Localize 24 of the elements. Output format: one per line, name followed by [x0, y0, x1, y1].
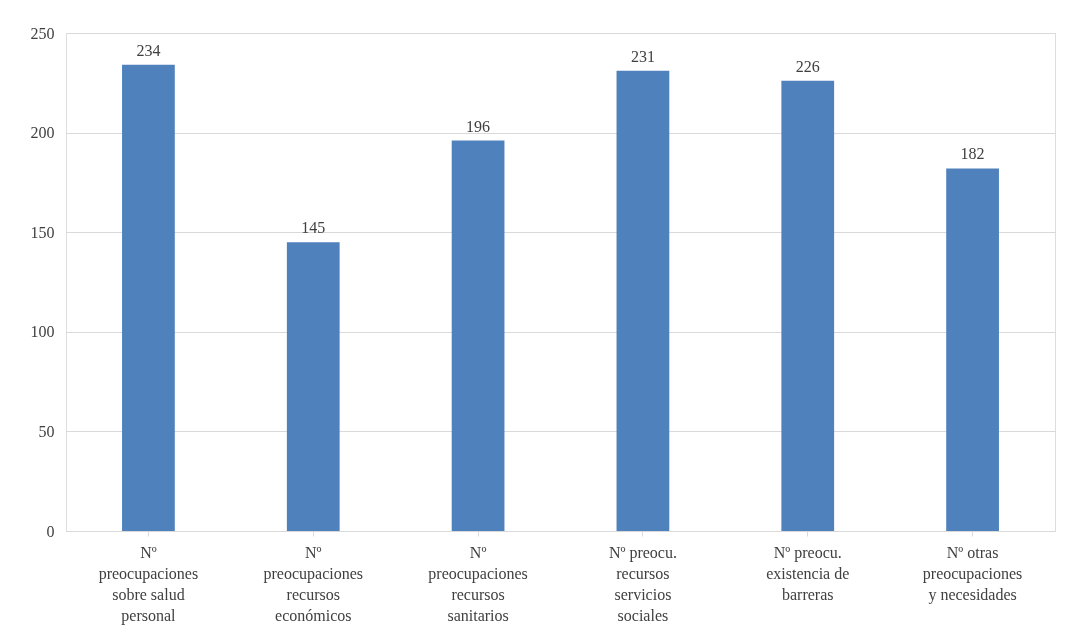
- x-tick-label: Nº preocu. recursos servicios sociales: [608, 543, 677, 624]
- y-tick-label: 250: [30, 24, 55, 42]
- bar: [451, 140, 505, 531]
- y-tick-label: 50: [38, 422, 55, 440]
- data-label: 145: [301, 219, 326, 237]
- bar: [781, 80, 835, 531]
- data-label: 234: [136, 41, 161, 59]
- data-label: 226: [795, 57, 820, 75]
- bar: [286, 242, 340, 531]
- x-tick-label: Nº preocu. existencia de barreras: [766, 543, 850, 603]
- bar: [616, 70, 670, 531]
- bar: [946, 168, 999, 531]
- bar: [122, 64, 175, 531]
- data-label: 196: [466, 117, 491, 135]
- x-tick-label: Nº preocupaciones recursos sanitarios: [428, 543, 528, 624]
- x-tick-label: Nº otras preocupaciones y necesidades: [922, 543, 1023, 604]
- y-tick-label: 0: [46, 522, 55, 540]
- x-tick-label: Nº preocupaciones sobre salud personal: [98, 543, 199, 625]
- x-tick-label: Nº preocupaciones recursos económicos: [263, 543, 364, 624]
- y-tick-label: 150: [30, 223, 55, 241]
- y-tick-label: 100: [30, 323, 55, 341]
- data-label: 182: [960, 145, 985, 163]
- y-tick-label: 200: [30, 124, 55, 142]
- data-label: 231: [630, 47, 655, 65]
